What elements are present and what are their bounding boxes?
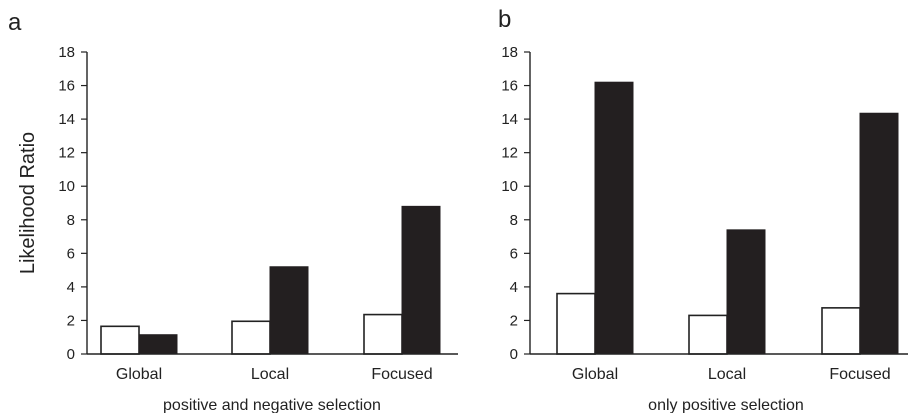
y-axis-label: Likelihood Ratio [17, 132, 39, 274]
panel-a-y-tick-label: 16 [58, 78, 75, 95]
panel-a-y-tick-label: 2 [67, 312, 75, 329]
panel-a-category-label: Focused [371, 366, 432, 383]
panel-b-bar-local-open [688, 314, 728, 355]
panel-a-bar-global-filled [138, 334, 178, 355]
panel-b-y-tick-label: 16 [501, 78, 518, 95]
panel-a-y-tick-label: 4 [67, 279, 75, 296]
panel-a-bar-local-open [231, 320, 271, 355]
panel-a-y-tick-label: 18 [58, 44, 75, 61]
panel-b-category-label: Focused [829, 366, 890, 383]
panel-b-bar-focused-open [821, 307, 861, 355]
panel-b-y-tick-label: 4 [510, 279, 518, 296]
panel-a-label: a [8, 9, 22, 36]
panel-b-y-tick-label: 2 [510, 312, 518, 329]
panel-a-y-tick-label: 10 [58, 178, 75, 195]
panel-b-category-label: Local [708, 366, 746, 383]
panel-a-bar-local-filled [269, 266, 309, 355]
panel-b-x-axis-label: only positive selection [648, 397, 804, 413]
panel-a-y-tick-label: 8 [67, 212, 75, 229]
panel-b-bar-local-filled [726, 229, 766, 355]
panel-b-y-tick-label: 14 [501, 111, 518, 128]
panel-b-chart: b only positive selection 0 2 4 6 8 10 12 14 16 1… [498, 6, 908, 413]
panel-a-category-label: Local [251, 366, 289, 383]
panel-b-category-label: Global [572, 366, 618, 383]
panel-a-bar-global-open [100, 325, 140, 355]
panel-b-bar-global-open [556, 292, 596, 355]
panel-a-y-tick-label: 6 [67, 245, 75, 262]
panel-a-x-axis-label: positive and negative selection [163, 397, 381, 413]
panel-b-y-tick-label: 12 [501, 145, 518, 162]
panel-b-y-tick-label: 8 [510, 212, 518, 229]
panel-a-y-tick-label: 14 [58, 111, 75, 128]
panel-a-category-label: Global [116, 366, 162, 383]
panel-b-bar-focused-filled [859, 112, 899, 355]
panel-a-bar-focused-filled [401, 205, 441, 355]
panel-a-bar-focused-open [363, 313, 403, 355]
panel-b-y-tick-label: 18 [501, 44, 518, 61]
panel-a-chart: a positive and negative selection 0 2 4 6 8 1… [8, 9, 458, 413]
panel-a-y-tick-label: 0 [67, 346, 75, 363]
panel-b-y-tick-label: 6 [510, 245, 518, 262]
panel-b-y-tick-label: 10 [501, 178, 518, 195]
panel-b-y-tick-label: 0 [510, 346, 518, 363]
panel-a-y-tick-label: 12 [58, 145, 75, 162]
panel-b-bar-global-filled [594, 81, 634, 355]
panel-b-label: b [498, 6, 511, 33]
